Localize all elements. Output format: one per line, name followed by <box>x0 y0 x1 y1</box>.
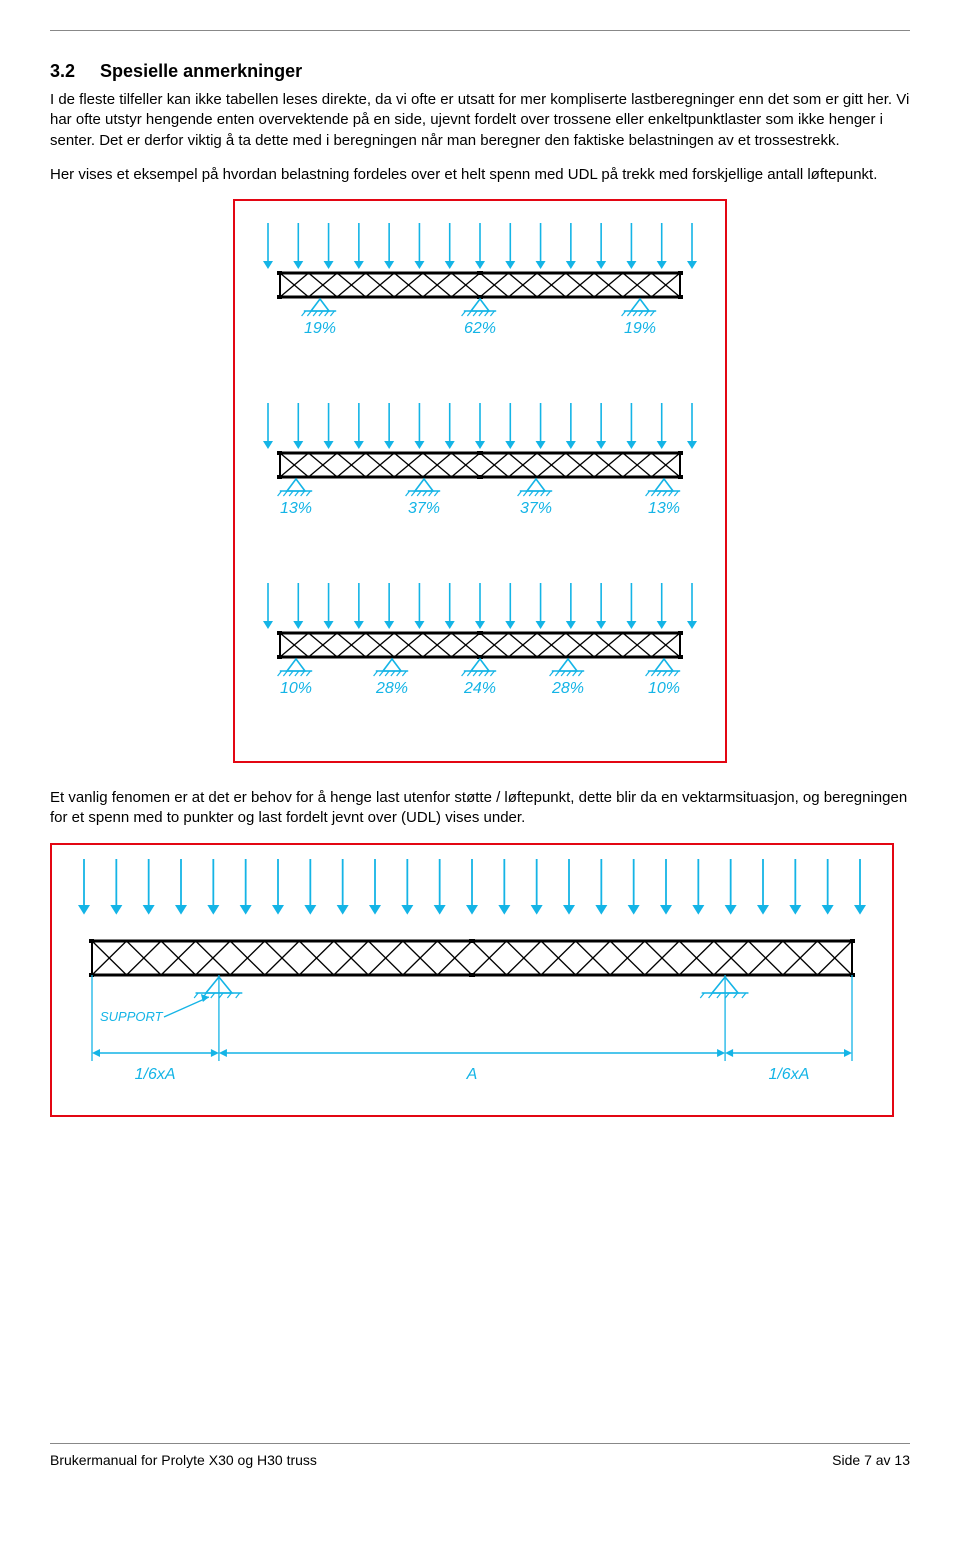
figure-2-wrap: SUPPORT 1/6xA A 1/6xA <box>50 843 910 1122</box>
svg-text:13%: 13% <box>648 500 680 517</box>
figure-1-border: 19% 62% 19% 13% 37% 37% 13% 10% 28% 24% 28% 10% <box>233 199 727 763</box>
svg-text:A: A <box>466 1066 478 1083</box>
footer-right: Side 7 av 13 <box>832 1452 910 1468</box>
svg-text:28%: 28% <box>375 680 408 697</box>
svg-text:1/6xA: 1/6xA <box>135 1066 176 1083</box>
svg-text:28%: 28% <box>551 680 584 697</box>
section-number: 3.2 <box>50 61 75 82</box>
svg-text:10%: 10% <box>280 680 312 697</box>
section-heading: 3.2 Spesielle anmerkninger <box>50 61 910 82</box>
footer-left: Brukermanual for Prolyte X30 og H30 trus… <box>50 1452 317 1468</box>
figure-2-border: SUPPORT 1/6xA A 1/6xA <box>50 843 894 1117</box>
load-distribution-diagram: 19% 62% 19% 13% 37% 37% 13% 10% 28% 24% 28% 10% <box>235 201 725 761</box>
footer-rule <box>50 1443 910 1444</box>
svg-text:1/6xA: 1/6xA <box>768 1066 809 1083</box>
svg-text:37%: 37% <box>520 500 552 517</box>
svg-text:24%: 24% <box>463 680 496 697</box>
paragraph-3: Et vanlig fenomen er at det er behov for… <box>50 788 910 829</box>
svg-text:13%: 13% <box>280 500 312 517</box>
top-rule <box>50 30 910 31</box>
svg-text:19%: 19% <box>304 320 336 337</box>
figure-1-wrap: 19% 62% 19% 13% 37% 37% 13% 10% 28% 24% 28% 10% <box>50 199 910 768</box>
paragraph-2: Her vises et eksempel på hvordan belastn… <box>50 165 910 185</box>
svg-text:10%: 10% <box>648 680 680 697</box>
paragraph-1: I de fleste tilfeller kan ikke tabellen … <box>50 90 910 151</box>
page-footer: Brukermanual for Prolyte X30 og H30 trus… <box>50 1443 910 1468</box>
svg-text:SUPPORT: SUPPORT <box>100 1009 164 1024</box>
cantilever-udl-diagram: SUPPORT 1/6xA A 1/6xA <box>52 845 892 1115</box>
svg-text:19%: 19% <box>624 320 656 337</box>
svg-text:62%: 62% <box>464 320 496 337</box>
svg-text:37%: 37% <box>408 500 440 517</box>
section-title: Spesielle anmerkninger <box>100 61 302 81</box>
